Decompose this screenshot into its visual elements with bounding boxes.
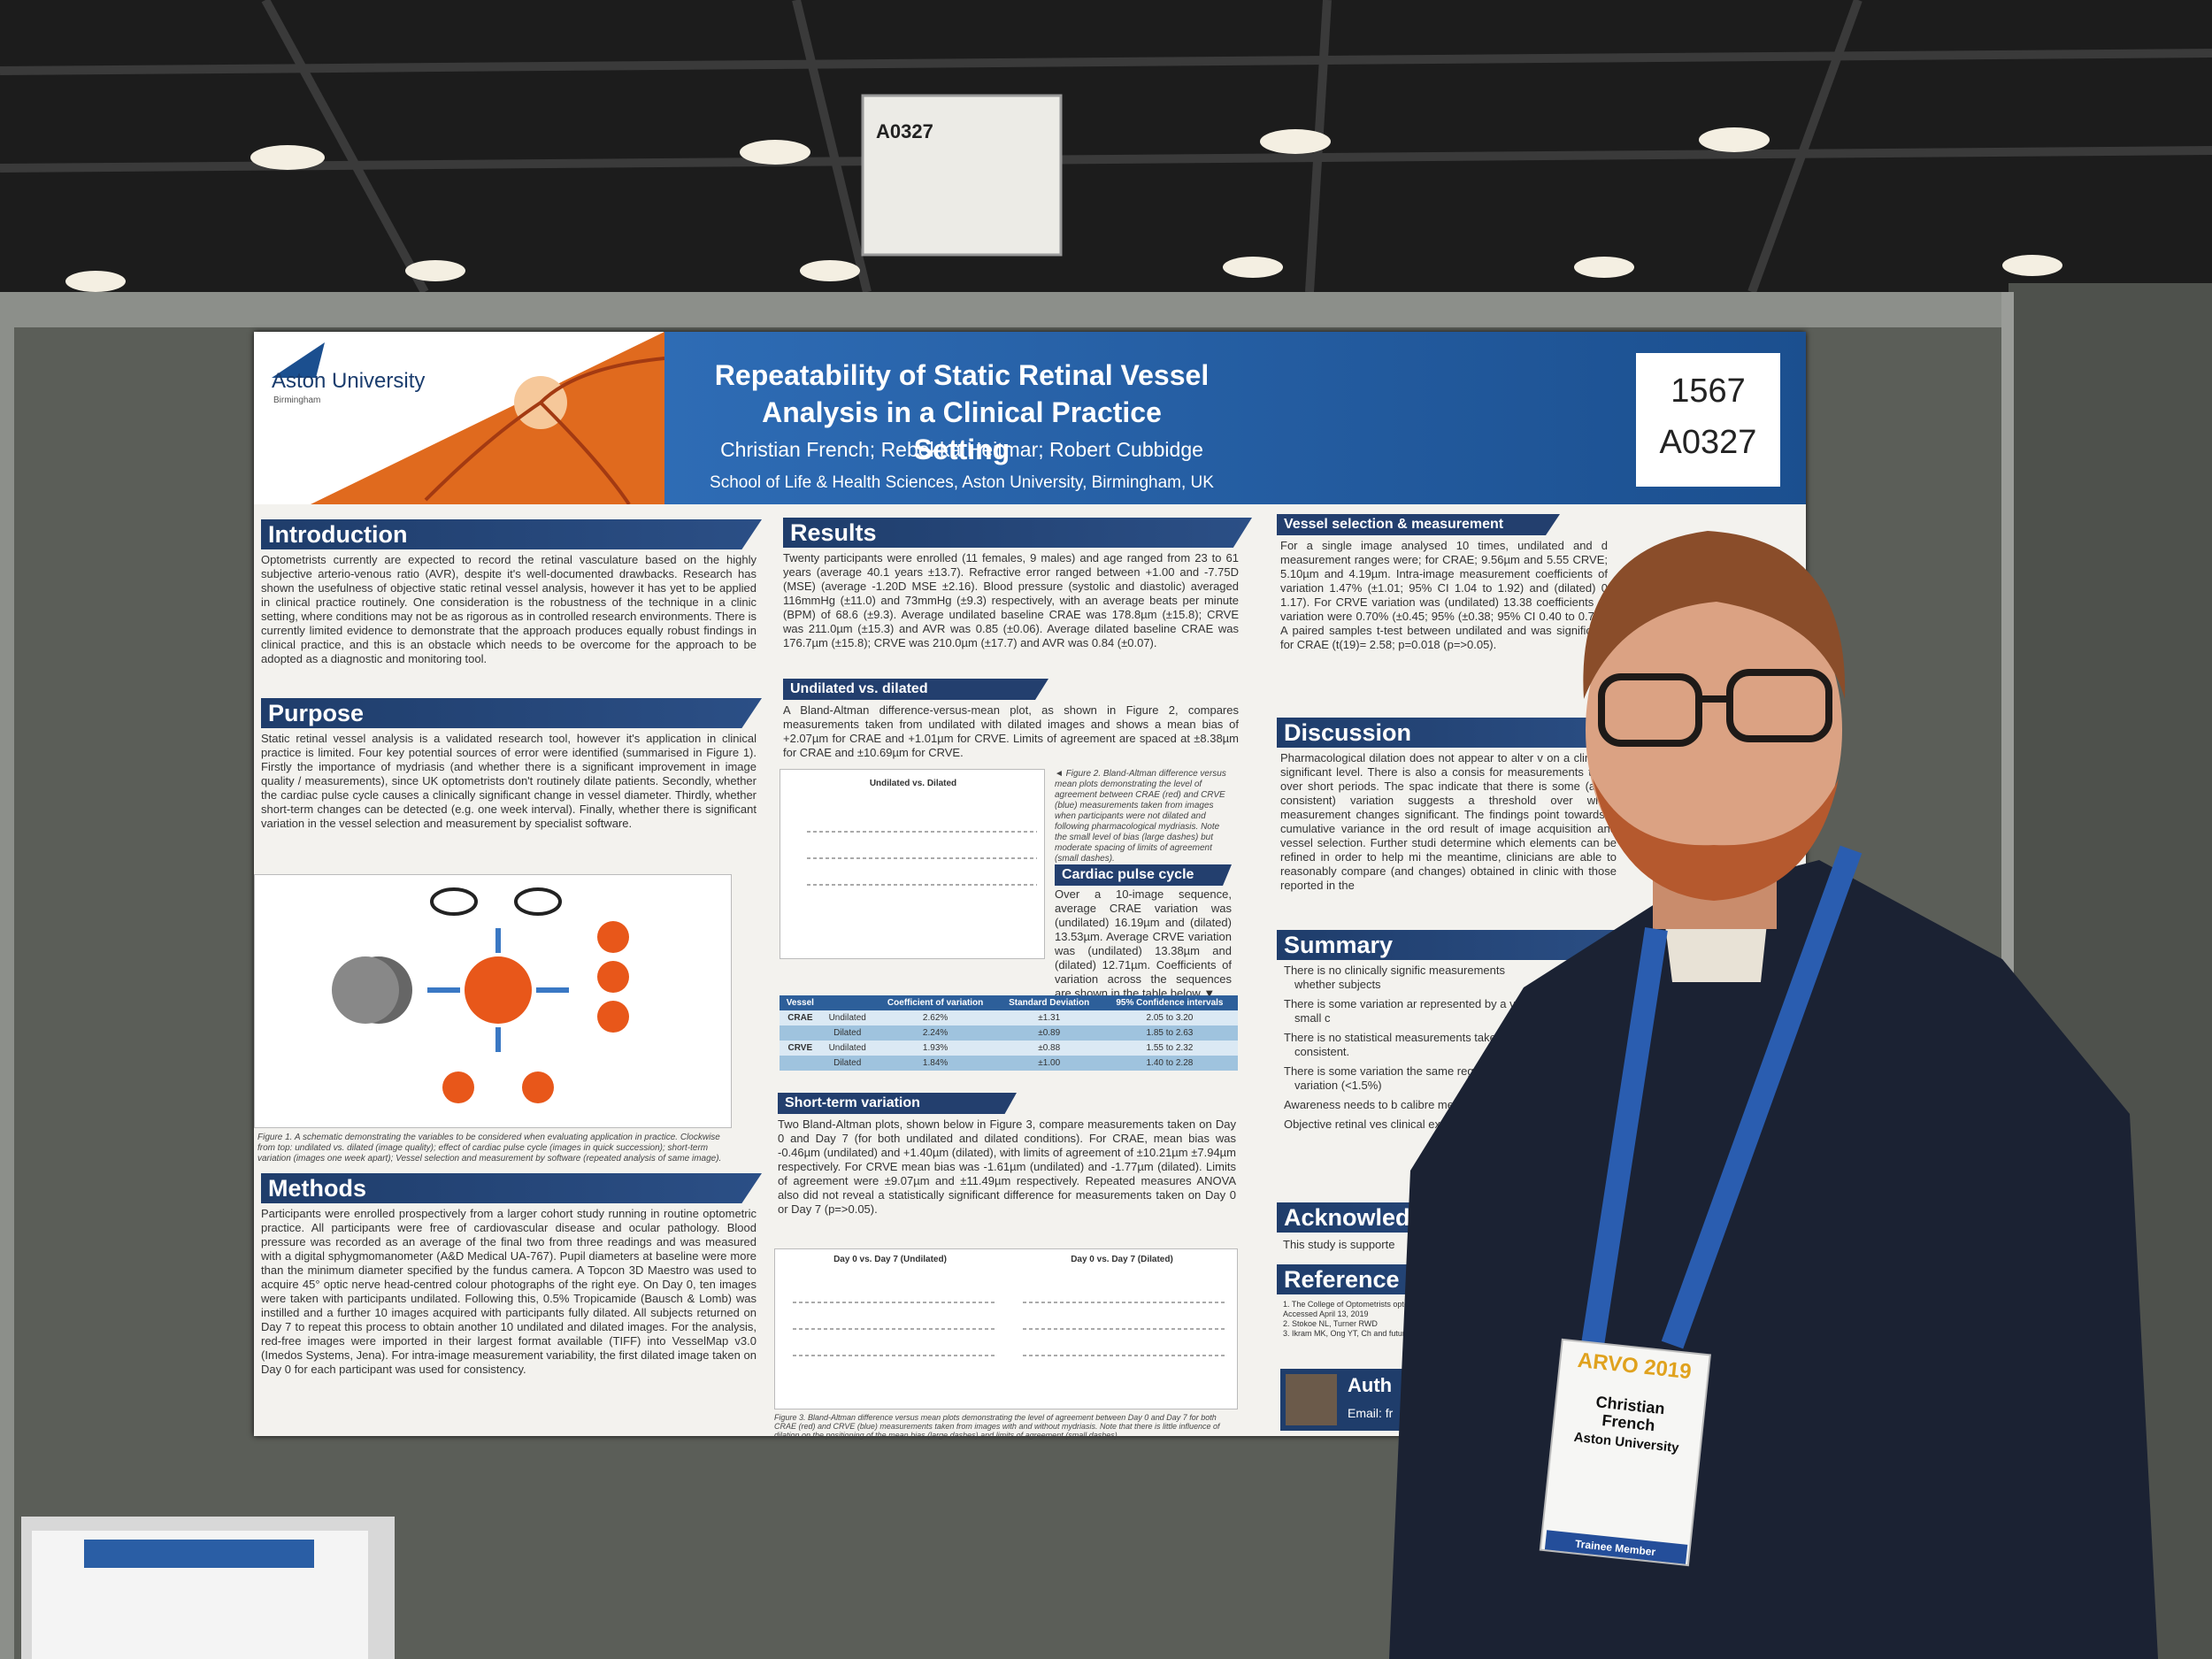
figure-3: Day 0 vs. Day 7 (Undilated) Day 0 vs. Da…: [774, 1248, 1238, 1409]
board-number: A0327: [1659, 424, 1757, 461]
table-cell: ±1.00: [1038, 1058, 1061, 1068]
paragraph: Pharmacological dilation does not appear…: [1280, 751, 1617, 892]
section-heading: Results: [783, 518, 1252, 548]
table-header-cell: 95% Confidence intervals: [1101, 995, 1238, 1010]
table-cell: ±0.88: [1038, 1043, 1061, 1053]
table-row: Dilated 2.24% ±0.89 1.85 to 2.63: [780, 1025, 1238, 1041]
figure-1: [254, 874, 732, 1128]
figure-caption: Figure 1. A schematic demonstrating the …: [257, 1133, 722, 1164]
table-row: Dilated 1.84% ±1.00 1.40 to 2.28: [780, 1056, 1238, 1071]
cv-table: Vessel Coefficient of variation Standard D…: [780, 995, 1238, 1071]
sub-heading: Vessel selection & measurement: [1277, 514, 1560, 535]
badge-name: Christian French: [1594, 1393, 1666, 1435]
table-header-cell: Vessel: [780, 995, 821, 1010]
author-heading: Auth: [1348, 1374, 1393, 1396]
figure-title: Day 0 vs. Day 7 (Undilated): [833, 1255, 947, 1264]
table-cell: 2.05 to 3.20: [1146, 1013, 1194, 1023]
badge-event: ARVO 2019: [1576, 1348, 1693, 1385]
university: Aston University: [272, 369, 426, 393]
paragraph: Two Bland-Altman plots, shown below in F…: [778, 1118, 1236, 1216]
affiliation: School of Life & Health Sciences, Aston …: [710, 473, 1214, 492]
table-header-row: Vessel Coefficient of variation Standard D…: [780, 995, 1238, 1010]
paragraph: Participants were enrolled prospectively…: [261, 1207, 757, 1376]
figure-caption: Figure 3. Bland-Altman difference versus…: [774, 1413, 1220, 1440]
sub-heading: Short-term variation: [778, 1093, 1017, 1114]
table-cell: Dilated: [833, 1058, 862, 1068]
section-heading: Introduction: [261, 519, 762, 549]
sub-heading: Cardiac pulse cycle: [1055, 864, 1232, 886]
table-cell: Undilated: [828, 1043, 866, 1053]
paragraph: This study is supporte: [1283, 1238, 1395, 1251]
figure-title: Day 0 vs. Day 7 (Dilated): [1071, 1255, 1173, 1264]
board-number: 1567: [1671, 373, 1746, 410]
table-cell: Undilated: [828, 1013, 866, 1023]
figure-caption: ◄ Figure 2. Bland-Altman difference vers…: [1055, 769, 1226, 864]
reference-item: 1. The College of Optometrists optometri…: [1283, 1300, 1485, 1318]
table-row: CRVE Undilated 1.93% ±0.88 1.55 to 2.32: [780, 1041, 1238, 1056]
summary-item: There is some variation ar represented b…: [1284, 997, 1532, 1025]
paragraph: Twenty participants were enrolled (11 fe…: [783, 551, 1239, 649]
table-cell: 1.55 to 2.32: [1146, 1043, 1194, 1053]
reference-list: 1. The College of Optometrists optometri…: [1283, 1300, 1513, 1339]
table-header-cell: Standard Deviation: [996, 995, 1102, 1010]
section-heading: Methods: [261, 1173, 762, 1203]
table-cell: CRAE: [787, 1013, 813, 1023]
summary-item: There is no clinically signific measurem…: [1284, 964, 1505, 991]
table-cell: 1.84%: [922, 1058, 949, 1068]
paragraph: Static retinal vessel analysis is a vali…: [261, 732, 757, 830]
badge-org: Aston University: [1572, 1429, 1680, 1456]
table-cell: 2.62%: [922, 1013, 949, 1023]
summary-item: There is some variation the same region …: [1284, 1064, 1526, 1092]
poster-title: Repeatability of Static Retinal Vessel A…: [714, 359, 1210, 465]
table-header-cell: Coefficient of variation: [873, 995, 997, 1010]
reference-item: 3. Ikram MK, Ong YT, Ch and future persp…: [1283, 1329, 1453, 1338]
section-heading: Purpose: [261, 698, 762, 728]
authors: Christian French; Rebekka Heitmar; Rober…: [720, 438, 1203, 461]
figure-2: Undilated vs. Dilated: [780, 769, 1045, 959]
table-cell: 1.85 to 2.63: [1146, 1028, 1194, 1038]
table-cell: ±0.89: [1038, 1028, 1061, 1038]
author-email: Email: fr: [1348, 1406, 1394, 1420]
table-row: CRAE Undilated 2.62% ±1.31 2.05 to 3.20: [780, 1010, 1238, 1025]
figure-title: Undilated vs. Dilated: [870, 779, 956, 788]
paragraph: Over a 10-image sequence, average CRAE v…: [1055, 887, 1232, 1000]
logo: [272, 342, 325, 378]
table-cell: CRVE: [787, 1043, 813, 1053]
poster: Aston University Birmingham Repeatabilit…: [254, 332, 1806, 1440]
badge: ARVO 2019 Christian French Aston Univers…: [1540, 1340, 1710, 1565]
table-header-cell: [820, 995, 874, 1010]
summary-item: There is no statistical measurements tak…: [1284, 1031, 1537, 1058]
paragraph: Optometrists currently are expected to r…: [261, 553, 757, 665]
sign-code: A0327: [876, 120, 933, 142]
sub-heading: Undilated vs. dilated: [783, 679, 1048, 700]
table-cell: 2.24%: [922, 1028, 949, 1038]
table-cell: Dilated: [833, 1028, 862, 1038]
reference-item: 2. Stokoe NL, Turner RWD: [1283, 1319, 1378, 1328]
retina-image: [311, 332, 664, 504]
paragraph: A Bland-Altman difference-versus-mean pl…: [783, 703, 1239, 759]
table-cell: ±1.31: [1038, 1013, 1061, 1023]
paragraph: For a single image analysed 10 times, un…: [1280, 539, 1608, 651]
board-number-box: 1567 A0327: [1636, 353, 1780, 487]
table-cell: 1.93%: [922, 1043, 949, 1053]
university-sub: Birmingham: [273, 396, 321, 405]
table-cell: 1.40 to 2.28: [1146, 1058, 1194, 1068]
